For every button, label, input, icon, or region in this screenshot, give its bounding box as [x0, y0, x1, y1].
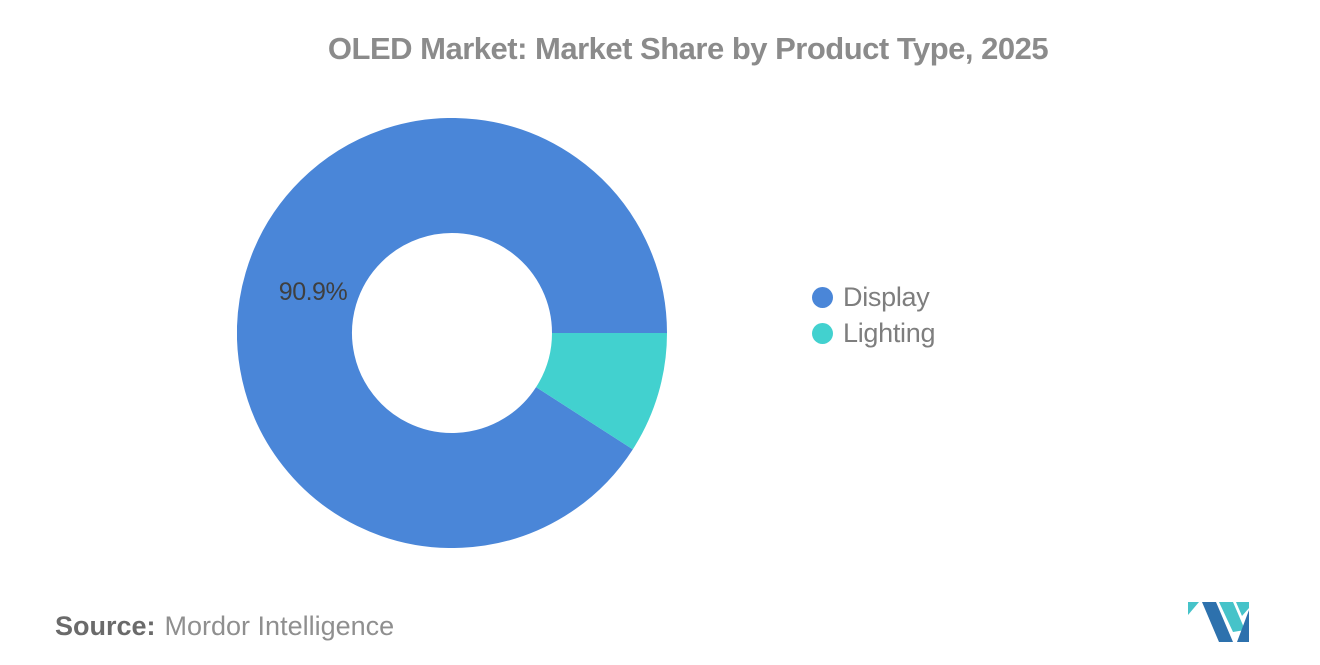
logo-shape: [1202, 602, 1233, 642]
mordor-intelligence-logo: [1188, 602, 1249, 642]
legend-label: Lighting: [843, 317, 936, 348]
legend-marker-icon: [812, 286, 833, 308]
logo-shape: [1188, 602, 1199, 615]
logo-shape: [1237, 610, 1249, 642]
source-text: Mordor Intelligence: [164, 611, 395, 641]
legend-marker-icon: [812, 322, 833, 344]
logo-shape: [1236, 602, 1249, 616]
legend-label: Display: [843, 281, 930, 312]
legend-item-lighting[interactable]: Lighting: [812, 315, 935, 351]
donut-chart: [237, 118, 667, 548]
pie-slice-display[interactable]: [237, 118, 667, 548]
source-prefix: Source:: [55, 611, 156, 641]
pie-slice-lighting[interactable]: [535, 331, 667, 450]
source-line: Source: Mordor Intelligence: [55, 611, 394, 641]
slice-label-display: 90.9%: [278, 278, 348, 306]
legend: Display Lighting: [812, 279, 935, 351]
legend-item-display[interactable]: Display: [812, 279, 935, 315]
chart-title: OLED Market: Market Share by Product Typ…: [327, 31, 1049, 66]
logo-shape: [1219, 602, 1245, 632]
